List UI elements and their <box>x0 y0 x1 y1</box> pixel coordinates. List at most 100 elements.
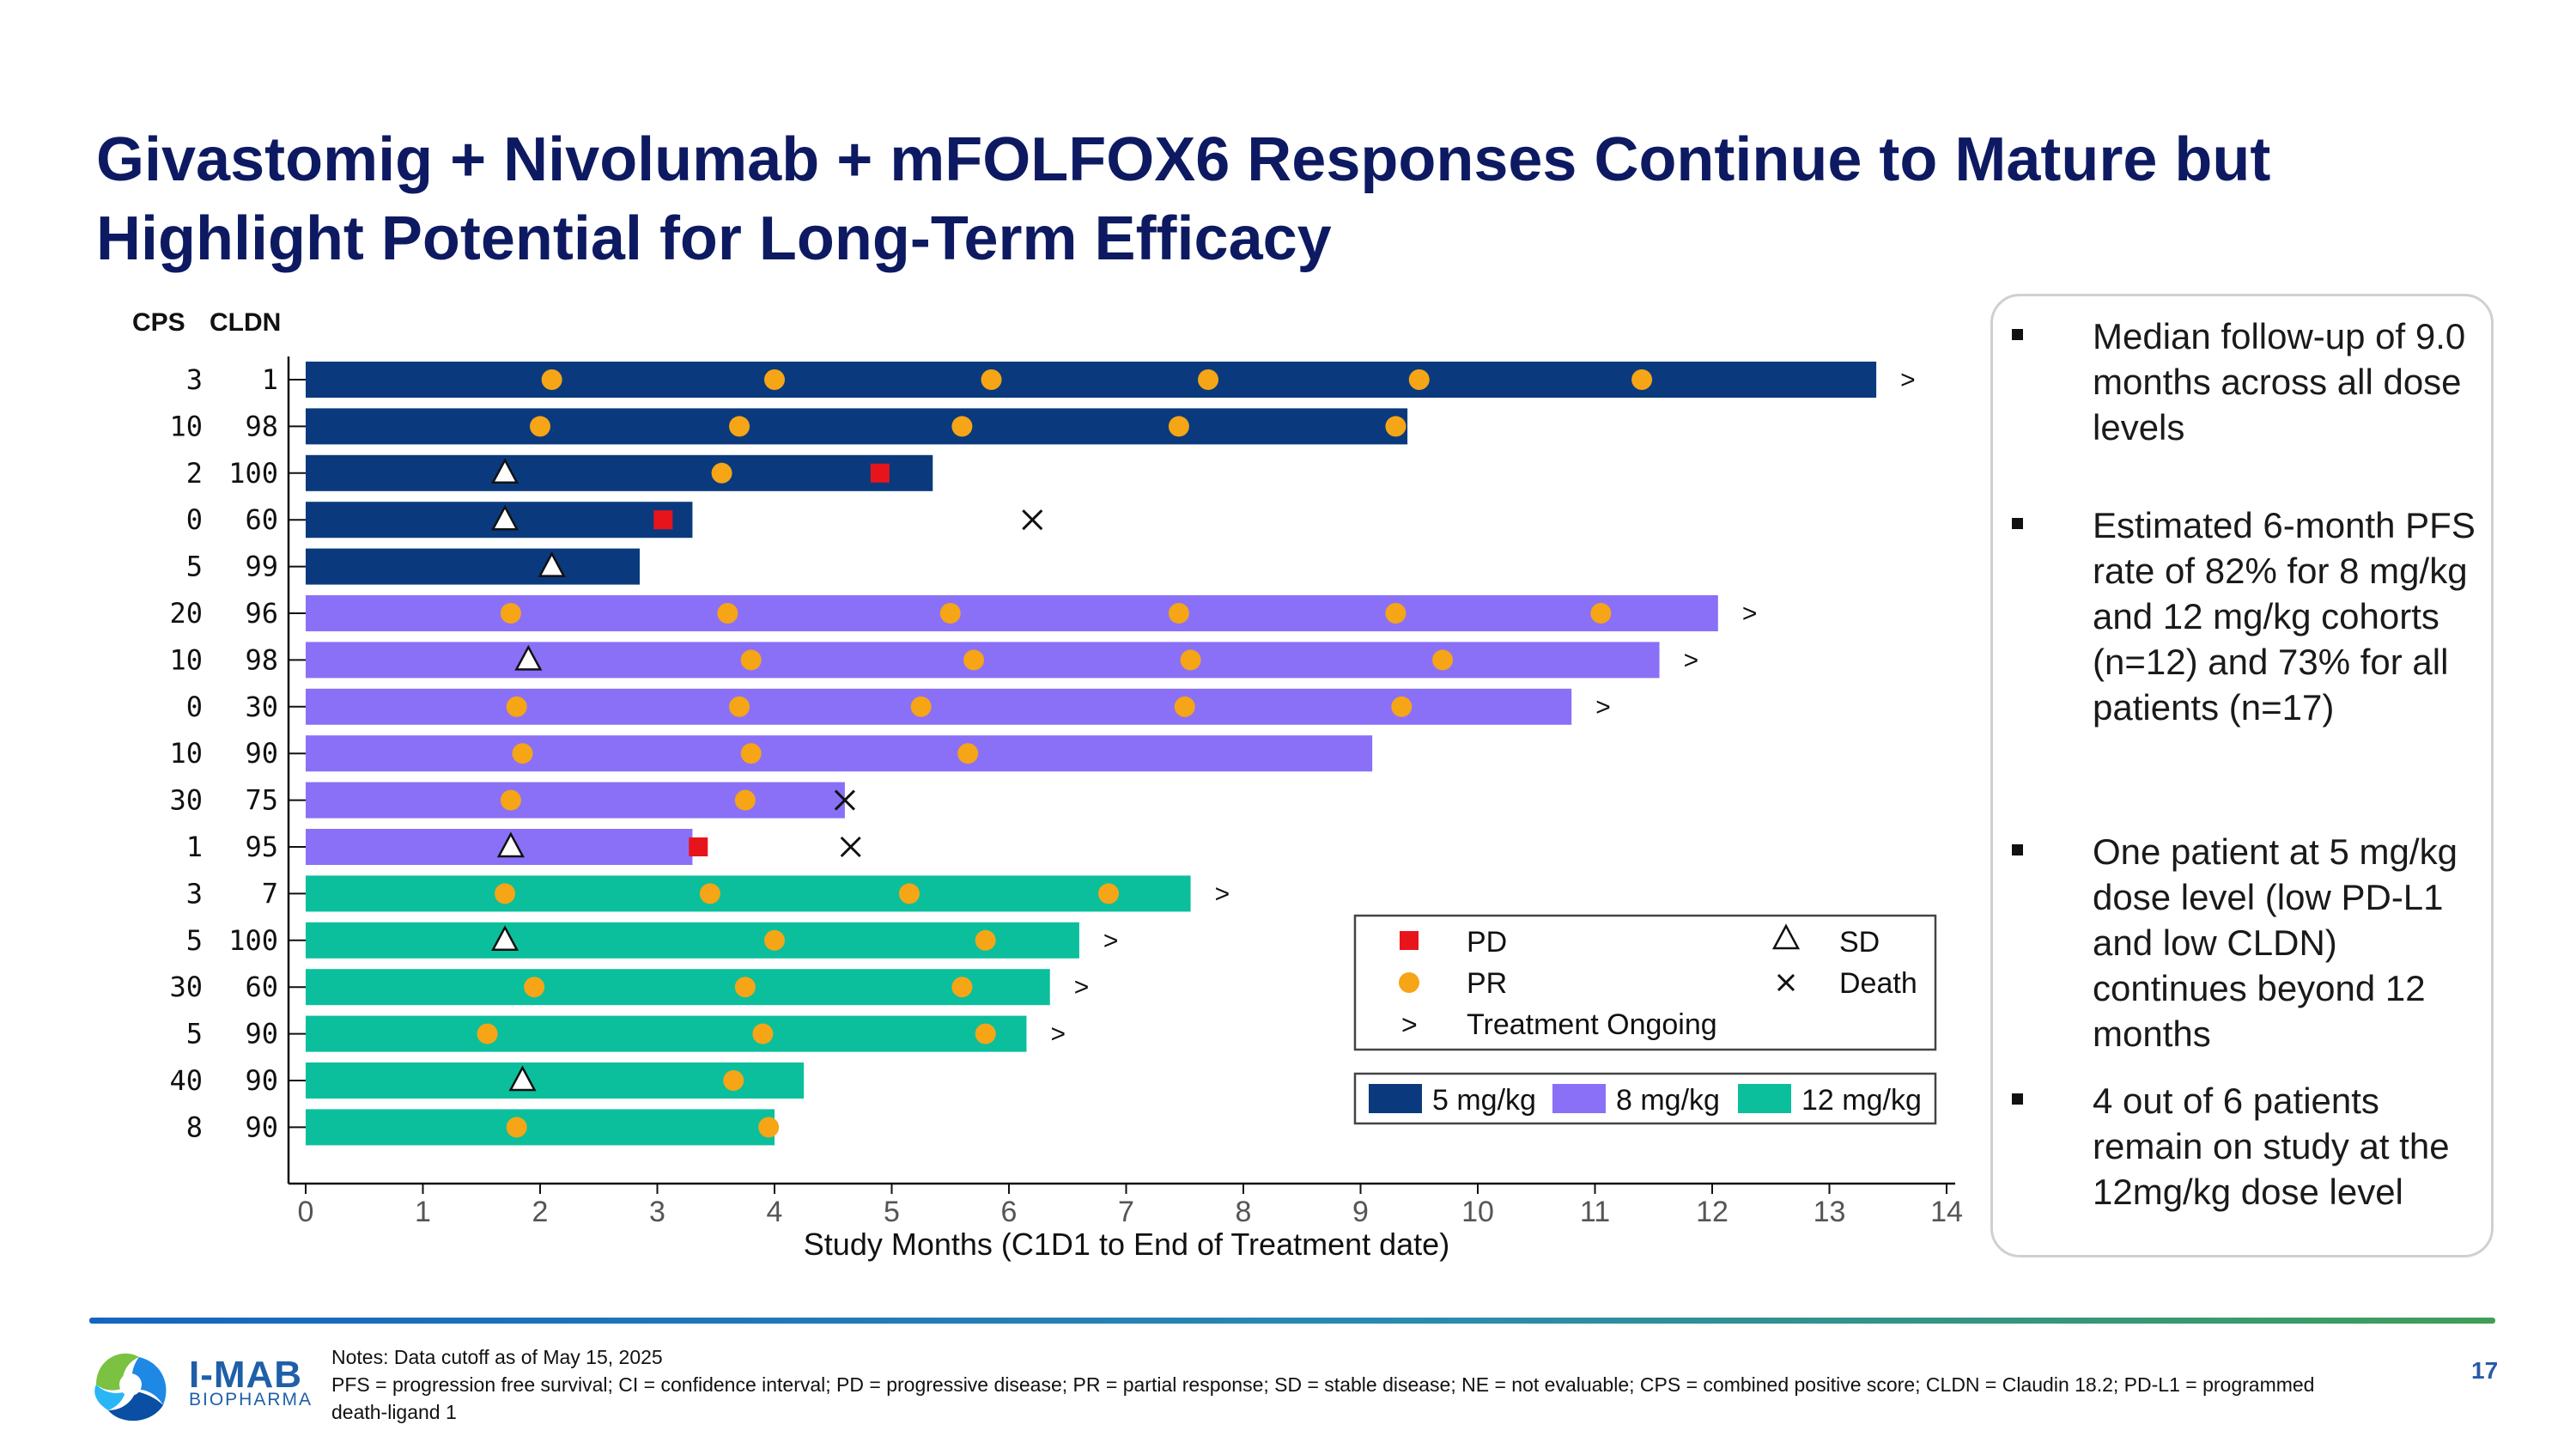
pd-marker <box>653 510 673 530</box>
pr-marker <box>1168 603 1189 624</box>
ongoing-marker: > <box>1215 880 1230 908</box>
patient-bar <box>306 362 1877 398</box>
row-cps-label: 30 <box>169 784 203 817</box>
row-cps-label: 5 <box>186 551 203 583</box>
row-cps-label: 20 <box>169 597 203 630</box>
pr-marker <box>758 1117 780 1138</box>
x-tick-label: 4 <box>767 1196 783 1228</box>
ongoing-marker: > <box>1103 927 1119 955</box>
row-cldn-label: 90 <box>245 1064 278 1097</box>
pr-marker <box>500 603 521 624</box>
pr-marker <box>477 1023 498 1044</box>
pr-marker <box>764 929 785 951</box>
row-cps-label: 40 <box>169 1064 203 1097</box>
patient-bar <box>306 1109 775 1146</box>
row-cldn-label: 96 <box>245 597 278 630</box>
pr-marker <box>506 1117 527 1138</box>
legend-pr-label: PR <box>1467 967 1507 1000</box>
row-cldn-label: 7 <box>262 877 278 910</box>
legend-dose-label: 5 mg/kg <box>1432 1084 1536 1117</box>
patient-bar <box>306 1062 805 1099</box>
pr-marker <box>939 603 961 624</box>
legend-pd-label: PD <box>1467 926 1507 959</box>
pr-marker <box>723 1070 744 1091</box>
pr-marker <box>506 696 527 717</box>
row-cldn-label: 99 <box>245 551 278 583</box>
pd-marker <box>870 463 890 483</box>
pr-marker <box>740 743 762 764</box>
patient-bar <box>306 735 1373 772</box>
legend-death-label: Death <box>1839 967 1917 1000</box>
x-axis-label: Study Months (C1D1 to End of Treatment d… <box>804 1227 1449 1262</box>
death-marker <box>834 789 855 811</box>
pr-marker <box>910 696 932 717</box>
legend-sd-icon <box>1771 923 1801 950</box>
legend-ongoing-label: Treatment Ongoing <box>1467 1008 1717 1041</box>
pr-marker <box>975 1023 996 1044</box>
notes-abbreviations: PFS = progression free survival; CI = co… <box>331 1373 2315 1423</box>
x-tick-label: 13 <box>1814 1196 1846 1228</box>
logo-subtitle: BIOPHARMA <box>189 1390 313 1409</box>
patient-bar <box>306 1015 1027 1052</box>
sd-marker <box>490 925 519 952</box>
pr-marker <box>1391 696 1413 717</box>
legend-dose-swatch <box>1738 1084 1791 1113</box>
pr-marker <box>898 883 920 904</box>
row-cps-label: 8 <box>186 1111 203 1143</box>
ongoing-marker: > <box>1074 973 1090 1002</box>
row-cldn-label: 100 <box>228 457 278 490</box>
row-cldn-label: 75 <box>245 784 278 817</box>
legend-sd-label: SD <box>1839 926 1880 959</box>
x-tick-label: 2 <box>532 1196 549 1228</box>
row-cps-label: 5 <box>186 924 203 957</box>
patient-bar <box>306 548 641 585</box>
pr-marker <box>500 789 521 811</box>
row-cldn-label: 90 <box>245 1018 278 1050</box>
x-tick-label: 3 <box>649 1196 665 1228</box>
patient-bar <box>306 595 1718 631</box>
row-cldn-label: 60 <box>245 971 278 1003</box>
x-tick-label: 12 <box>1696 1196 1728 1228</box>
ongoing-marker: > <box>1595 693 1611 721</box>
dose-legend <box>1353 1072 1937 1125</box>
finding-text: 4 out of 6 patients remain on study at t… <box>2093 1081 2450 1212</box>
row-cldn-label: 30 <box>245 691 278 723</box>
pr-marker <box>699 883 720 904</box>
i-mab-logo-icon <box>94 1353 167 1422</box>
finding-text: Estimated 6-month PFS rate of 82% for 8 … <box>2093 505 2476 728</box>
x-tick-label: 14 <box>1930 1196 1963 1228</box>
sd-marker <box>508 1065 537 1092</box>
x-tick-label: 0 <box>298 1196 314 1228</box>
pr-marker <box>1180 649 1201 671</box>
legend-ongoing-icon: > <box>1401 1009 1418 1040</box>
row-cps-label: 10 <box>169 737 203 770</box>
bullet-square-icon <box>2012 1093 2023 1105</box>
x-tick-label: 11 <box>1580 1196 1610 1228</box>
pr-marker <box>1098 883 1120 904</box>
row-cps-label: 3 <box>186 363 203 396</box>
ongoing-marker: > <box>1742 600 1758 628</box>
footer-divider <box>89 1318 2495 1324</box>
pr-marker <box>734 977 756 998</box>
footnotes: Notes: Data cutoff as of May 15, 2025 PF… <box>331 1343 2375 1426</box>
patient-bar <box>306 922 1079 959</box>
patient-bar <box>306 875 1191 912</box>
x-tick-label: 5 <box>884 1196 900 1228</box>
row-cldn-label: 90 <box>245 737 278 770</box>
pr-marker <box>711 462 732 484</box>
row-cps-label: 1 <box>186 831 203 863</box>
x-tick-label: 9 <box>1352 1196 1369 1228</box>
page-number: 17 <box>2471 1357 2499 1384</box>
x-tick-label: 1 <box>415 1196 431 1228</box>
sd-marker <box>490 504 519 531</box>
death-marker <box>1022 509 1043 531</box>
header-cps: CPS <box>132 308 185 337</box>
ongoing-marker: > <box>1900 366 1916 394</box>
legend-dose-swatch <box>1552 1084 1606 1113</box>
pr-marker <box>975 929 996 951</box>
ongoing-marker: > <box>1050 1020 1066 1049</box>
title-line-2: Highlight Potential for Long-Term Effica… <box>96 204 1332 273</box>
pr-marker <box>734 789 756 811</box>
pr-marker <box>530 416 550 437</box>
